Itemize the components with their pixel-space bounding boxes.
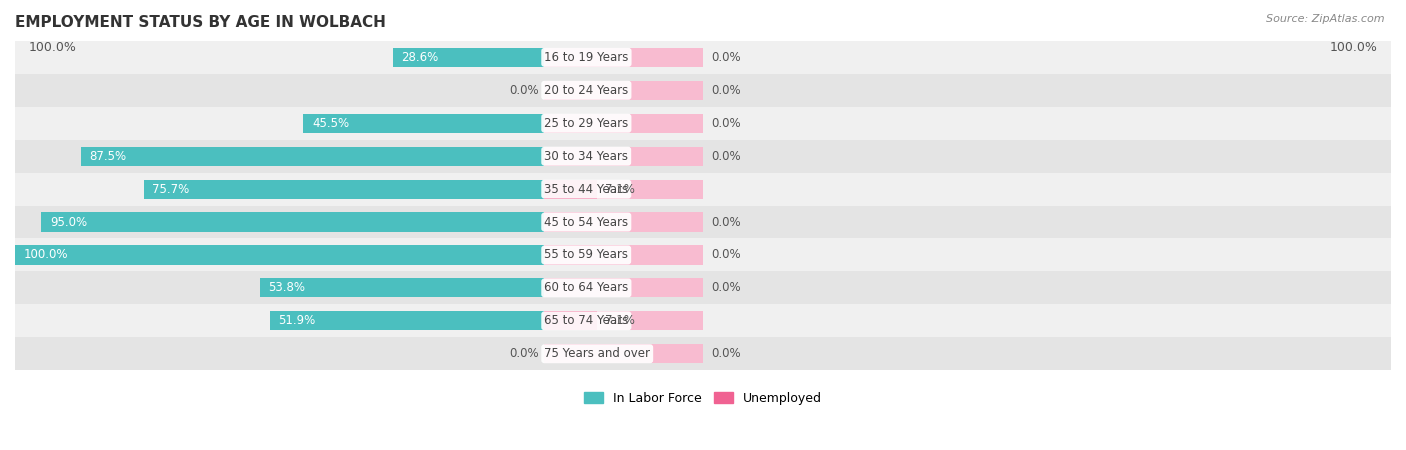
Bar <box>544 245 703 265</box>
Bar <box>544 311 596 330</box>
Bar <box>82 147 544 166</box>
Bar <box>392 48 544 67</box>
Text: 55 to 59 Years: 55 to 59 Years <box>544 248 628 261</box>
Text: 51.9%: 51.9% <box>278 315 315 327</box>
Text: EMPLOYMENT STATUS BY AGE IN WOLBACH: EMPLOYMENT STATUS BY AGE IN WOLBACH <box>15 15 385 30</box>
Text: 100.0%: 100.0% <box>1329 41 1378 54</box>
Bar <box>544 279 703 297</box>
Text: 100.0%: 100.0% <box>28 41 77 54</box>
Bar <box>15 245 544 265</box>
Text: 0.0%: 0.0% <box>509 84 538 97</box>
Bar <box>15 41 1391 74</box>
Text: 87.5%: 87.5% <box>90 150 127 162</box>
Text: 100.0%: 100.0% <box>24 248 67 261</box>
Text: 65 to 74 Years: 65 to 74 Years <box>544 315 628 327</box>
Text: 95.0%: 95.0% <box>51 216 87 229</box>
Bar <box>41 212 544 232</box>
Text: 0.0%: 0.0% <box>711 248 741 261</box>
Text: 0.0%: 0.0% <box>711 51 741 64</box>
Text: 45.5%: 45.5% <box>312 117 349 130</box>
Text: 45 to 54 Years: 45 to 54 Years <box>544 216 628 229</box>
Text: 30 to 34 Years: 30 to 34 Years <box>544 150 628 162</box>
Text: 0.0%: 0.0% <box>711 117 741 130</box>
Bar <box>143 180 544 198</box>
Bar <box>15 74 1391 107</box>
Bar <box>544 311 703 330</box>
Text: 0.0%: 0.0% <box>509 347 538 360</box>
Text: 0.0%: 0.0% <box>711 150 741 162</box>
Bar <box>544 114 703 133</box>
Bar <box>15 173 1391 206</box>
Text: 28.6%: 28.6% <box>401 51 439 64</box>
Text: 0.0%: 0.0% <box>711 347 741 360</box>
Text: 0.0%: 0.0% <box>711 216 741 229</box>
Bar <box>544 147 703 166</box>
Text: 53.8%: 53.8% <box>269 281 305 294</box>
Bar <box>544 180 596 198</box>
Bar <box>15 107 1391 140</box>
Bar <box>544 180 703 198</box>
Text: 16 to 19 Years: 16 to 19 Years <box>544 51 628 64</box>
Text: 75 Years and over: 75 Years and over <box>544 347 650 360</box>
Text: Source: ZipAtlas.com: Source: ZipAtlas.com <box>1267 14 1385 23</box>
Bar <box>15 304 1391 338</box>
Text: 20 to 24 Years: 20 to 24 Years <box>544 84 628 97</box>
Bar <box>544 344 703 363</box>
Bar <box>544 81 703 100</box>
Legend: In Labor Force, Unemployed: In Labor Force, Unemployed <box>579 387 827 410</box>
Bar <box>15 206 1391 238</box>
Text: 7.1%: 7.1% <box>606 315 636 327</box>
Bar <box>304 114 544 133</box>
Bar <box>15 338 1391 370</box>
Text: 75.7%: 75.7% <box>152 183 190 196</box>
Text: 0.0%: 0.0% <box>711 84 741 97</box>
Text: 60 to 64 Years: 60 to 64 Years <box>544 281 628 294</box>
Bar <box>260 279 544 297</box>
Bar <box>270 311 544 330</box>
Bar <box>544 212 703 232</box>
Text: 25 to 29 Years: 25 to 29 Years <box>544 117 628 130</box>
Bar <box>15 238 1391 271</box>
Bar <box>544 48 703 67</box>
Text: 7.1%: 7.1% <box>606 183 636 196</box>
Bar <box>15 140 1391 173</box>
Bar <box>15 271 1391 304</box>
Text: 0.0%: 0.0% <box>711 281 741 294</box>
Text: 35 to 44 Years: 35 to 44 Years <box>544 183 628 196</box>
